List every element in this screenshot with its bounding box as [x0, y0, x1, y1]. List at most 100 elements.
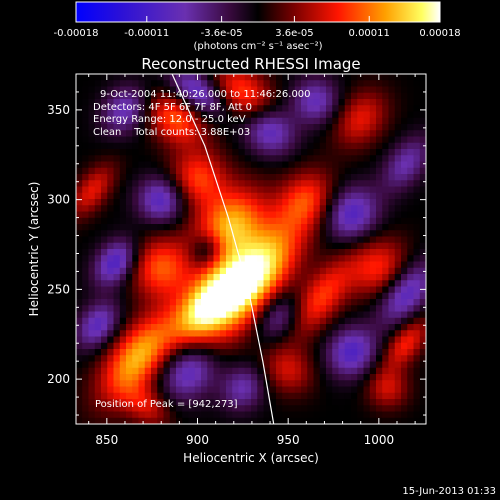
- heatmap-cell: [251, 199, 258, 206]
- heatmap-cell: [201, 305, 208, 312]
- heatmap-cell: [76, 192, 83, 200]
- heatmap-cell: [313, 405, 321, 412]
- heatmap-cell: [244, 411, 252, 419]
- heatmap-cell: [257, 361, 264, 369]
- heatmap-cell: [413, 367, 421, 375]
- heatmap-cell: [82, 411, 89, 419]
- heatmap-cell: [88, 105, 96, 112]
- heatmap-cell: [407, 167, 414, 175]
- heatmap-cell: [413, 417, 421, 424]
- heatmap-cell: [226, 361, 233, 369]
- heatmap-cell: [244, 230, 252, 237]
- heatmap-cell: [288, 192, 296, 200]
- heatmap-cell: [138, 317, 146, 325]
- heatmap-cell: [313, 274, 321, 281]
- heatmap-cell: [282, 205, 289, 212]
- heatmap-cell: [376, 142, 383, 150]
- heatmap-cell: [157, 292, 164, 300]
- heatmap-cell: [182, 405, 189, 412]
- heatmap-cell: [207, 386, 214, 394]
- heatmap-cell: [107, 236, 114, 244]
- heatmap-cell: [344, 192, 352, 200]
- heatmap-cell: [313, 211, 321, 219]
- heatmap-cell: [307, 274, 314, 281]
- heatmap-cell: [107, 417, 114, 424]
- heatmap-cell: [88, 249, 96, 256]
- heatmap-cell: [101, 74, 108, 81]
- heatmap-cell: [263, 205, 271, 212]
- heatmap-cell: [126, 361, 133, 369]
- heatmap-cell: [182, 211, 189, 219]
- heatmap-cell: [138, 136, 146, 144]
- heatmap-cell: [219, 236, 227, 244]
- heatmap-cell: [332, 117, 339, 125]
- heatmap-cell: [107, 330, 114, 337]
- heatmap-cell: [332, 74, 339, 81]
- heatmap-cell: [151, 92, 158, 100]
- heatmap-cell: [151, 336, 158, 344]
- heatmap-cell: [369, 374, 377, 381]
- heatmap-cell: [207, 399, 214, 406]
- heatmap-cell: [413, 142, 421, 150]
- heatmap-cell: [288, 230, 296, 237]
- heatmap-cell: [194, 361, 202, 369]
- heatmap-cell: [344, 199, 352, 206]
- heatmap-cell: [188, 249, 196, 256]
- heatmap-cell: [407, 299, 414, 306]
- heatmap-cell: [382, 336, 389, 344]
- heatmap-cell: [338, 349, 346, 356]
- heatmap-cell: [357, 380, 364, 387]
- heatmap-cell: [388, 261, 396, 269]
- heatmap-cell: [144, 361, 152, 369]
- heatmap-cell: [157, 217, 164, 225]
- heatmap-cell: [363, 186, 371, 194]
- heatmap-cell: [332, 230, 339, 237]
- colorbar: -0.00018 -0.00011 -3.6e-05 3.6e-05 0.00011 0.…: [54, 1, 461, 52]
- heatmap-cell: [226, 299, 233, 306]
- heatmap-cell: [188, 292, 196, 300]
- heatmap-cell: [307, 192, 314, 200]
- heatmap-cell: [401, 217, 408, 225]
- heatmap-cell: [394, 142, 402, 150]
- heatmap-cell: [276, 174, 283, 181]
- heatmap-cell: [126, 99, 133, 106]
- heatmap-cell: [388, 161, 396, 169]
- heatmap-cell: [82, 399, 89, 406]
- heatmap-cell: [326, 130, 333, 137]
- heatmap-cell: [307, 342, 314, 350]
- heatmap-cell: [213, 186, 221, 194]
- heatmap-cell: [263, 130, 271, 137]
- heatmap-cell: [88, 111, 96, 119]
- annotation-time-range: 9-Oct-2004 11:40:26.000 to 11:46:26.000: [100, 89, 311, 100]
- heatmap-cell: [113, 280, 121, 287]
- heatmap-cell: [301, 324, 308, 331]
- heatmap-cell: [226, 399, 233, 406]
- heatmap-cell: [238, 174, 246, 181]
- heatmap-cell: [119, 311, 127, 319]
- heatmap-cell: [251, 99, 258, 106]
- heatmap-cell: [157, 386, 164, 394]
- heatmap-cell: [307, 305, 314, 312]
- heatmap-cell: [151, 155, 158, 162]
- heatmap-cell: [338, 249, 346, 256]
- heatmap-cell: [251, 105, 258, 112]
- heatmap-cell: [188, 280, 196, 287]
- heatmap-cell: [319, 280, 327, 287]
- heatmap-cell: [101, 355, 108, 362]
- heatmap-cell: [344, 317, 352, 325]
- heatmap-cell: [207, 192, 214, 200]
- heatmap-cell: [319, 236, 327, 244]
- heatmap-cell: [269, 411, 277, 419]
- heatmap-cell: [232, 186, 239, 194]
- heatmap-cell: [394, 86, 402, 94]
- heatmap-cell: [307, 255, 314, 262]
- heatmap-cell: [344, 405, 352, 412]
- x-axis-ticks: 850 900 950 1000: [88, 74, 416, 447]
- heatmap-cell: [82, 199, 89, 206]
- heatmap-cell: [351, 92, 358, 100]
- heatmap-cell: [88, 92, 96, 100]
- heatmap-cell: [282, 367, 289, 375]
- heatmap-cell: [413, 167, 421, 175]
- heatmap-cell: [82, 405, 89, 412]
- heatmap-cell: [238, 117, 246, 125]
